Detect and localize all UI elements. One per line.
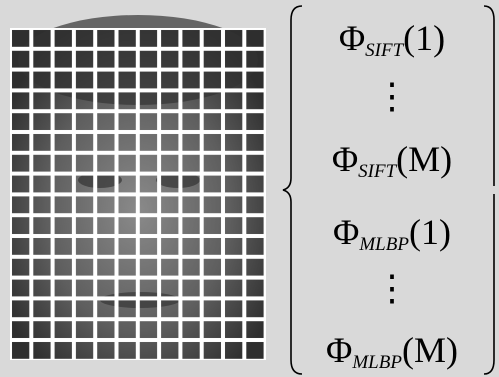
subscript: MLBP	[351, 352, 402, 373]
argument: (M)	[396, 139, 452, 179]
subscript: MLBP	[358, 234, 409, 255]
ellipsis: ⋮	[374, 268, 410, 308]
grid	[10, 28, 266, 360]
ellipsis: ⋮	[374, 76, 410, 116]
figure: ΦSIFT(1)⋮ΦSIFT(M)ΦMLBP(1)⋮ΦMLBP(M)	[0, 0, 499, 377]
symbol: Φ	[339, 18, 365, 58]
face-image	[10, 15, 266, 360]
argument: (1)	[409, 212, 451, 252]
symbol: Φ	[326, 330, 352, 370]
vector-entry: ⋮	[374, 76, 410, 116]
subscript: SIFT	[358, 161, 397, 182]
argument: (M)	[402, 330, 458, 370]
symbol: Φ	[333, 212, 359, 252]
symbol: Φ	[332, 139, 358, 179]
vector-entry: ⋮	[374, 268, 410, 308]
subscript: SIFT	[365, 40, 404, 61]
argument: (1)	[403, 18, 445, 58]
